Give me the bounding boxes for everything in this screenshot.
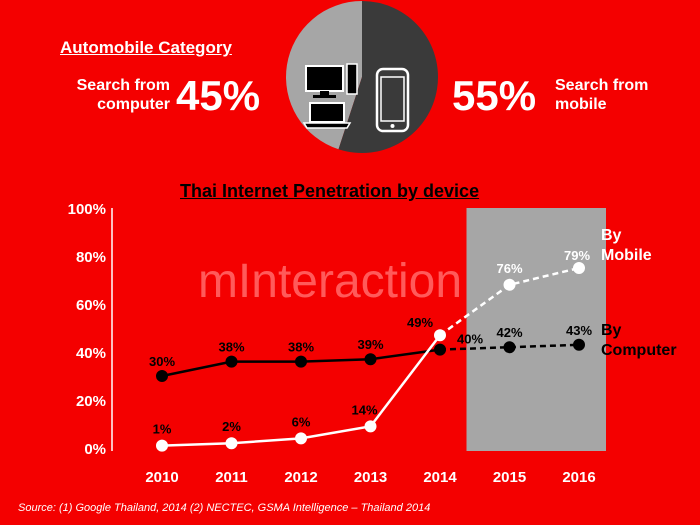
- data-label-by-mobile: 79%: [564, 248, 590, 263]
- data-label-by-computer: 43%: [566, 323, 592, 338]
- data-label-by-computer: 42%: [496, 325, 522, 340]
- x-tick-label: 2010: [145, 469, 178, 486]
- data-point-by-computer: [573, 338, 585, 351]
- data-label-by-computer: 38%: [218, 340, 244, 355]
- series-name-by-mobile: By: [601, 227, 622, 244]
- data-label-by-computer: 38%: [288, 340, 314, 355]
- x-tick-label: 2015: [493, 469, 526, 486]
- data-point-by-computer: [434, 343, 446, 356]
- data-point-by-mobile: [503, 278, 516, 291]
- y-tick-label: 60%: [76, 297, 106, 314]
- data-label-by-mobile: 76%: [496, 261, 522, 276]
- data-label-by-computer: 30%: [149, 354, 175, 369]
- mobile-search-label: Search from mobile: [555, 76, 648, 114]
- data-point-by-computer: [156, 370, 168, 382]
- data-point-by-mobile: [364, 420, 377, 433]
- computer-search-percent: 45%: [176, 72, 261, 119]
- data-label-by-mobile: 2%: [222, 419, 241, 434]
- data-point-by-mobile: [225, 437, 238, 450]
- data-point-by-computer: [225, 355, 238, 368]
- forecast-band: [466, 208, 606, 451]
- x-tick-label: 2011: [215, 469, 248, 486]
- computer-search-label: Search from computer: [77, 76, 170, 114]
- mobile-search-percent: 55%: [452, 72, 537, 119]
- data-label-by-mobile: 49%: [407, 315, 433, 330]
- category-title: Automobile Category: [60, 38, 232, 57]
- x-tick-label: 2012: [284, 469, 317, 486]
- mobile-search-label-line2: mobile: [555, 96, 607, 113]
- data-point-by-mobile: [156, 439, 168, 452]
- x-tick-label: 2014: [423, 469, 457, 486]
- data-point-by-computer: [364, 353, 377, 366]
- source-note: Source: (1) Google Thailand, 2014 (2) NE…: [18, 502, 431, 514]
- data-point-by-computer: [503, 341, 516, 354]
- series-name-by-mobile: Mobile: [601, 247, 652, 264]
- y-tick-label: 80%: [76, 249, 106, 266]
- series-line-forecast-by-computer: [439, 343, 580, 351]
- series-name-by-computer: By: [601, 322, 622, 339]
- data-point-by-computer: [295, 355, 307, 368]
- y-tick-label: 40%: [76, 345, 106, 362]
- x-tick-label: 2013: [354, 469, 387, 486]
- mobile-search-label-line1: Search from: [555, 77, 649, 94]
- data-label-by-mobile: 1%: [153, 422, 172, 437]
- y-tick-label: 100%: [68, 201, 106, 218]
- x-tick-label: 2016: [562, 469, 595, 486]
- series-name-by-computer: Computer: [601, 342, 677, 359]
- data-label-by-computer: 40%: [457, 332, 483, 347]
- chart-title: Thai Internet Penetration by device: [180, 181, 480, 201]
- computer-search-label-line2: computer: [97, 96, 170, 113]
- data-label-by-mobile: 6%: [292, 414, 311, 429]
- data-point-by-mobile: [295, 432, 307, 445]
- y-tick-label: 20%: [76, 393, 106, 410]
- computer-search-label-line1: Search from: [76, 77, 170, 94]
- y-tick-label: 0%: [84, 441, 106, 458]
- data-point-by-mobile: [434, 329, 446, 342]
- data-point-by-mobile: [573, 262, 585, 274]
- watermark: mInteraction: [198, 255, 462, 308]
- data-label-by-computer: 39%: [357, 337, 383, 352]
- data-label-by-mobile: 14%: [351, 402, 377, 417]
